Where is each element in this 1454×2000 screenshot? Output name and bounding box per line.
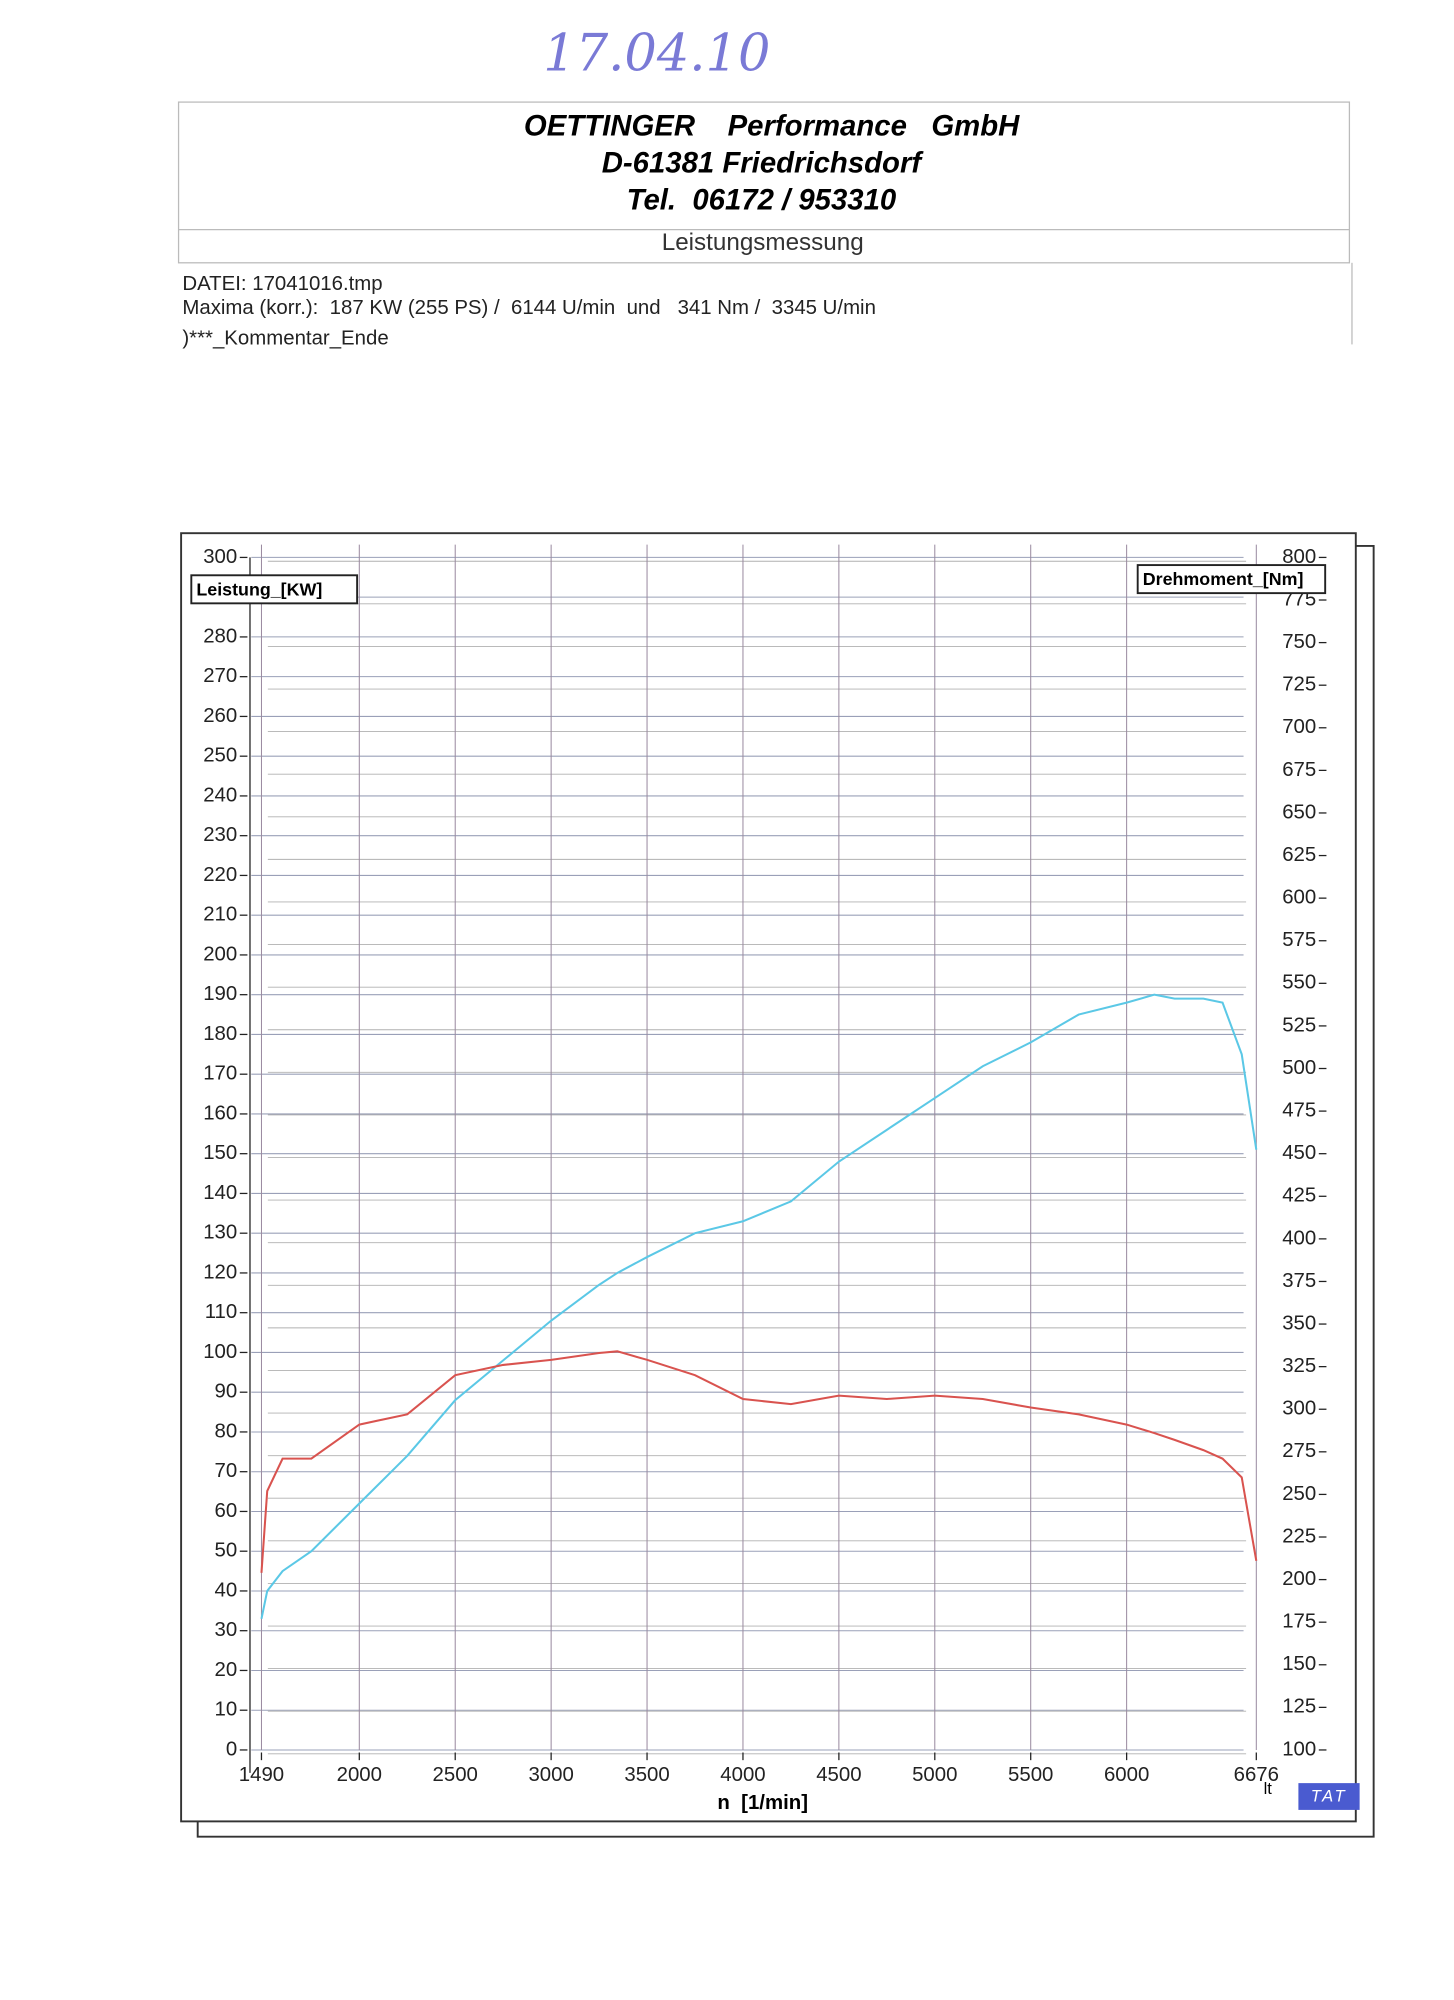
logo: TAT <box>1311 1787 1348 1806</box>
y-tick-label: 140 <box>203 1182 237 1204</box>
y-tick-label: 20 <box>215 1659 238 1681</box>
y-tick-label: 240 <box>203 784 237 806</box>
y2-tick-label: 700 <box>1282 716 1316 738</box>
x-tick-label: 5000 <box>912 1764 957 1786</box>
y-tick-label: 190 <box>203 983 237 1005</box>
y-tick-label: 210 <box>203 904 237 926</box>
address: D-61381 Friedrichsdorf <box>602 146 925 179</box>
legend-box <box>1136 564 1327 595</box>
y-tick-label: 10 <box>215 1699 238 1721</box>
y2-tick-label: 250 <box>1282 1483 1316 1505</box>
subtitle: Leistungsmessung <box>662 229 864 256</box>
y2-tick-label: 675 <box>1282 759 1316 781</box>
y-tick-label: 170 <box>203 1063 237 1085</box>
mark: lt <box>1264 1779 1273 1798</box>
y2-tick-label: 725 <box>1282 674 1316 696</box>
x-axis-label: n [1/min] <box>717 1792 808 1814</box>
y-tick-label: 250 <box>203 745 237 767</box>
y-tick-label: 50 <box>215 1540 238 1562</box>
x-tick-label: 6000 <box>1104 1764 1149 1786</box>
y2-tick-label: 650 <box>1282 801 1316 823</box>
y-tick-label: 200 <box>203 943 237 965</box>
x-tick-label: 3500 <box>624 1764 669 1786</box>
y2-tick-label: 275 <box>1282 1440 1316 1462</box>
series-line <box>260 993 1258 1619</box>
y2-tick-label: 175 <box>1282 1611 1316 1633</box>
y2-tick-label: 325 <box>1282 1355 1316 1377</box>
x-tick-label: 2500 <box>433 1764 478 1786</box>
x-tick-label: 5500 <box>1008 1764 1053 1786</box>
y2-tick-label: 625 <box>1282 844 1316 866</box>
y-tick-label: 60 <box>215 1500 238 1522</box>
y-tick-label: 30 <box>215 1619 238 1641</box>
phone: Tel. 06172 / 953310 <box>627 183 897 216</box>
handwritten-date: 17.04.10 <box>543 24 770 83</box>
legend-box <box>190 574 359 605</box>
x-tick-label: 6676 <box>1234 1764 1279 1786</box>
y-tick-label: 80 <box>215 1420 238 1442</box>
x-tick-label: 2000 <box>337 1764 382 1786</box>
y2-tick-label: 450 <box>1282 1142 1316 1164</box>
y-tick-label: 150 <box>203 1142 237 1164</box>
y-tick-label: 280 <box>203 625 237 647</box>
y2-tick-label: 800 <box>1282 546 1316 568</box>
header-box <box>177 101 1351 264</box>
x-tick-label: 4000 <box>720 1764 765 1786</box>
y-tick-label: 110 <box>205 1301 238 1323</box>
y2-tick-label: 350 <box>1282 1312 1316 1334</box>
y2-tick-label: 100 <box>1282 1738 1316 1760</box>
y-tick-label: 270 <box>203 665 237 687</box>
plot: 0 10 20 30 40 50 60 70 80 90 100 110 120 130 140 150 160… <box>190 544 1327 1786</box>
y2-tick-label: 225 <box>1282 1525 1316 1547</box>
y2-tick-label: 150 <box>1282 1653 1316 1675</box>
y-tick-label: 90 <box>215 1381 238 1403</box>
y2-tick-label: 375 <box>1282 1270 1316 1292</box>
y-tick-label: 100 <box>203 1341 237 1363</box>
chart-frame <box>180 532 1357 1823</box>
y2-tick-label: 400 <box>1282 1227 1316 1249</box>
y2-tick-label: 125 <box>1282 1696 1316 1718</box>
company: OETTINGER Performance GmbH <box>524 109 1020 142</box>
x-tick-label: 4500 <box>816 1764 861 1786</box>
chart-shadow <box>196 544 1375 1838</box>
legend-label: Drehmoment_[Nm] <box>1143 569 1304 589</box>
y2-tick-label: 575 <box>1282 929 1316 951</box>
y-tick-label: 180 <box>203 1023 237 1045</box>
y2-tick-label: 425 <box>1282 1185 1316 1207</box>
x-tick-label: 1490 <box>239 1764 284 1786</box>
legend-label: Leistung_[KW] <box>196 579 322 599</box>
y2-tick-label: 525 <box>1282 1014 1316 1036</box>
comment: )***_Kommentar_Ende <box>182 328 388 350</box>
y-tick-label: 130 <box>203 1222 237 1244</box>
y2-tick-label: 750 <box>1282 631 1316 653</box>
logo-box <box>1298 1783 1360 1810</box>
y-tick-label: 300 <box>203 546 237 568</box>
y2-tick-label: 550 <box>1282 972 1316 994</box>
x-tick-label: 3000 <box>528 1764 573 1786</box>
y-tick-label: 120 <box>203 1261 237 1283</box>
file-name: DATEI: 17041016.tmp <box>182 273 382 295</box>
y2-tick-label: 300 <box>1282 1398 1316 1420</box>
y-tick-label: 70 <box>215 1460 238 1482</box>
series-line <box>260 1350 1258 1573</box>
y2-tick-label: 600 <box>1282 887 1316 909</box>
y2-tick-label: 475 <box>1282 1099 1316 1121</box>
y-tick-label: 230 <box>203 824 237 846</box>
y2-tick-label: 500 <box>1282 1057 1316 1079</box>
maxima: Maxima (korr.): 187 KW (255 PS) / 6144 U… <box>182 297 876 319</box>
y-tick-label: 260 <box>203 705 237 727</box>
y-tick-label: 220 <box>203 864 237 886</box>
y-tick-label: 40 <box>215 1579 238 1601</box>
y-tick-label: 0 <box>226 1738 237 1760</box>
y2-tick-label: 200 <box>1282 1568 1316 1590</box>
y-tick-label: 160 <box>203 1102 237 1124</box>
